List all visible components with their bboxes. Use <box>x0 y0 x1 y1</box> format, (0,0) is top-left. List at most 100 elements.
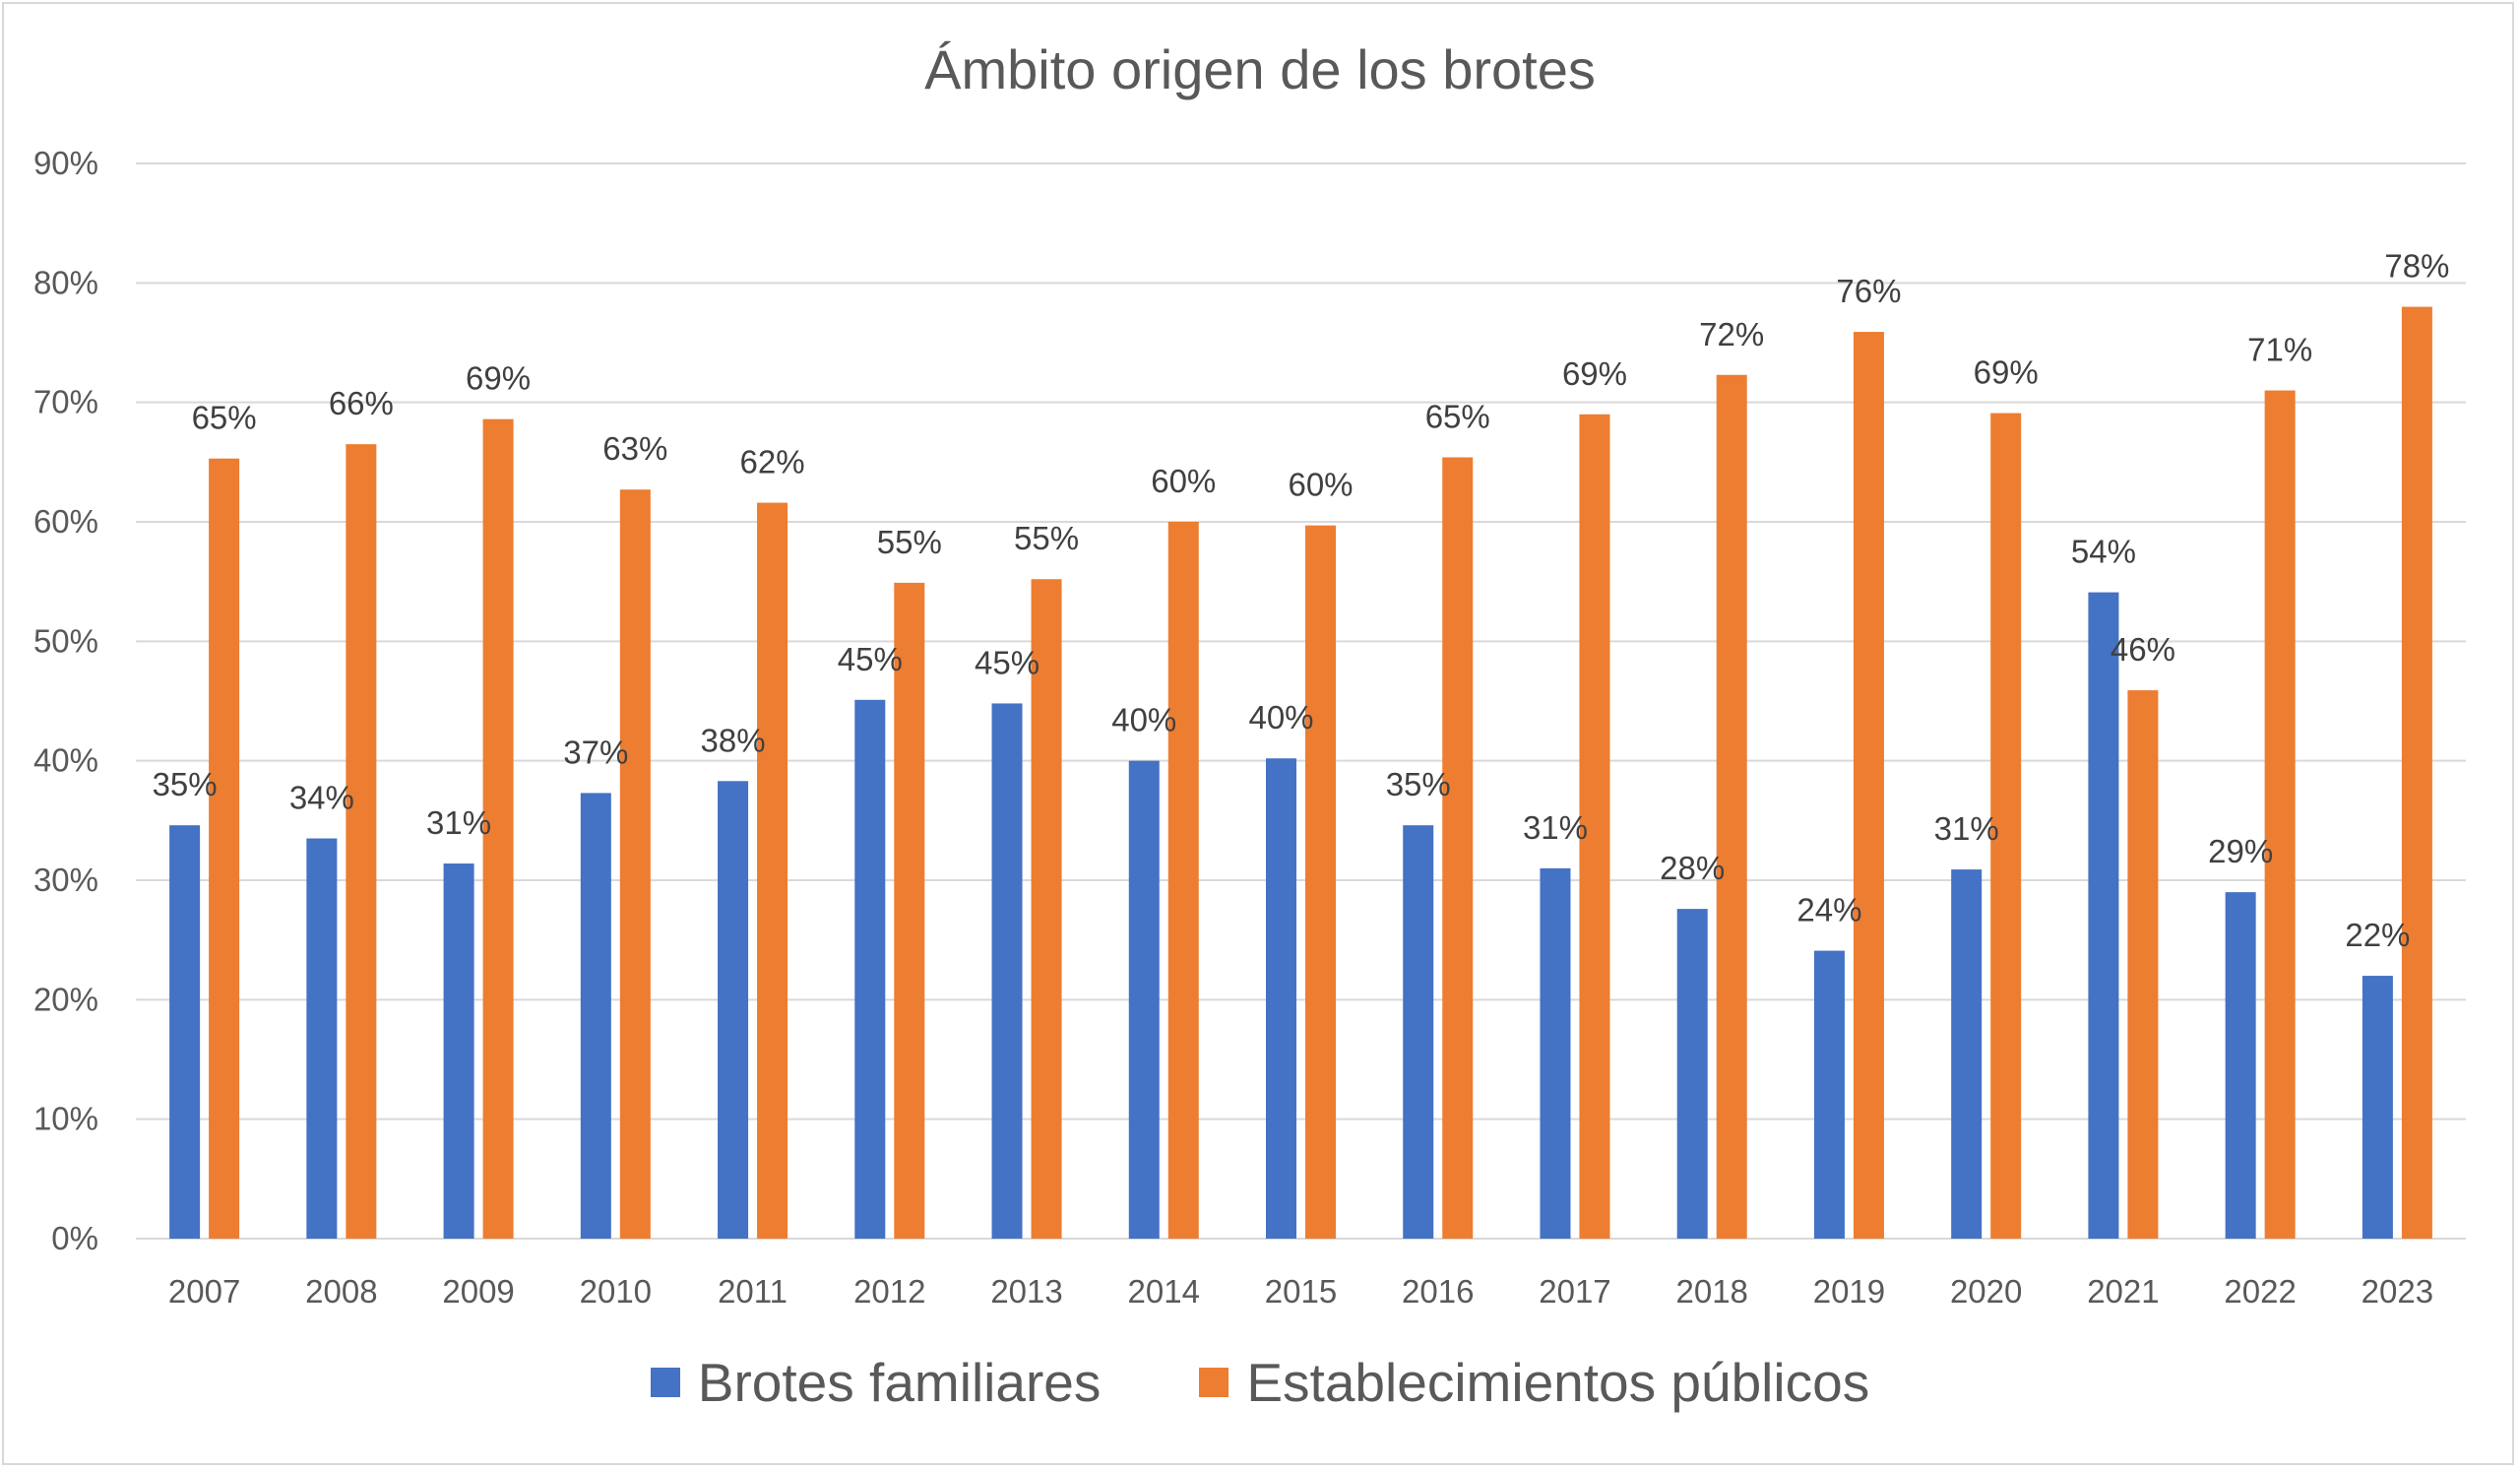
data-label: 29% <box>2208 833 2273 869</box>
y-tick-label: 0% <box>51 1220 98 1256</box>
x-tick-label: 2018 <box>1675 1273 1747 1310</box>
legend: Brotes familiares Establecimientos públi… <box>0 1351 2520 1414</box>
data-label: 72% <box>1699 316 1764 352</box>
data-label: 76% <box>1836 273 1901 309</box>
bar-brotes-familiares-2010 <box>580 793 611 1239</box>
data-label: 35% <box>153 766 218 802</box>
bar-establecimientos-publicos-2011 <box>757 502 788 1239</box>
data-label: 45% <box>975 644 1040 680</box>
x-tick-label: 2010 <box>580 1273 652 1310</box>
data-label: 63% <box>602 430 667 467</box>
bar-establecimientos-publicos-2014 <box>1167 522 1199 1239</box>
legend-swatch-establecimientos-publicos <box>1199 1368 1229 1397</box>
y-tick-label: 20% <box>33 981 98 1017</box>
bar-establecimientos-publicos-2012 <box>894 582 925 1239</box>
bar-brotes-familiares-2015 <box>1266 758 1296 1239</box>
data-label: 35% <box>1386 766 1451 802</box>
data-label: 38% <box>701 722 766 758</box>
data-labels: 35% 65% 34% 66% 31% 69% 37% 63% 38% 62% 45% 55% 45% 5… <box>153 248 2450 953</box>
y-tick-label: 80% <box>33 264 98 300</box>
bar-establecimientos-publicos-2008 <box>346 444 377 1240</box>
bar-brotes-familiares-2008 <box>306 838 338 1239</box>
y-axis-tick-labels: 0% 10% 20% 30% 40% 50% 60% 70% 80% 90% <box>33 145 98 1256</box>
x-tick-label: 2016 <box>1402 1273 1474 1310</box>
data-label: 22% <box>2345 917 2410 953</box>
bar-establecimientos-publicos-2013 <box>1031 579 1062 1239</box>
x-tick-label: 2012 <box>853 1273 925 1310</box>
x-tick-label: 2023 <box>2362 1273 2433 1310</box>
data-label: 34% <box>289 780 354 816</box>
x-tick-label: 2009 <box>442 1273 514 1310</box>
data-label: 55% <box>877 524 942 560</box>
y-tick-label: 10% <box>33 1101 98 1137</box>
bar-brotes-familiares-2018 <box>1676 909 1708 1239</box>
data-label: 60% <box>1151 463 1216 499</box>
data-label: 24% <box>1796 892 1861 928</box>
data-label: 65% <box>1425 398 1490 434</box>
x-tick-label: 2014 <box>1128 1273 1200 1310</box>
x-tick-label: 2022 <box>2224 1273 2296 1310</box>
data-label: 55% <box>1014 520 1079 556</box>
data-label: 69% <box>1974 354 2039 391</box>
y-tick-label: 60% <box>33 503 98 540</box>
data-label: 66% <box>329 385 394 421</box>
x-axis-tick-labels: 2007 2008 2009 2010 2011 2012 2013 2014 2015 2016… <box>168 1273 2433 1310</box>
bar-establecimientos-publicos-2019 <box>1853 332 1884 1240</box>
x-tick-label: 2021 <box>2087 1273 2159 1310</box>
y-tick-label: 40% <box>33 742 98 779</box>
bar-establecimientos-publicos-2016 <box>1442 457 1474 1240</box>
x-tick-label: 2013 <box>990 1273 1062 1310</box>
x-tick-label: 2017 <box>1539 1273 1610 1310</box>
x-tick-label: 2020 <box>1950 1273 2022 1310</box>
y-tick-label: 90% <box>33 145 98 181</box>
bar-establecimientos-publicos-2015 <box>1305 525 1336 1239</box>
data-label: 54% <box>2071 534 2136 570</box>
bar-establecimientos-publicos-2017 <box>1579 414 1610 1239</box>
bar-brotes-familiares-2012 <box>854 699 886 1239</box>
bar-brotes-familiares-2014 <box>1128 760 1160 1239</box>
bar-brotes-familiares-2020 <box>1951 869 1983 1239</box>
data-label: 40% <box>1248 699 1313 736</box>
data-label: 78% <box>2384 248 2449 285</box>
bar-establecimientos-publicos-2023 <box>2401 306 2432 1240</box>
data-label: 31% <box>426 804 491 841</box>
bar-establecimientos-publicos-2021 <box>2127 690 2159 1239</box>
data-label: 46% <box>2110 631 2175 668</box>
bar-establecimientos-publicos-2020 <box>1990 413 2022 1239</box>
data-label: 62% <box>740 444 805 480</box>
bar-brotes-familiares-2009 <box>443 863 474 1239</box>
legend-swatch-brotes-familiares <box>650 1368 680 1397</box>
bar-brotes-familiares-2007 <box>169 825 201 1239</box>
bars <box>169 306 2432 1240</box>
data-label: 69% <box>466 360 531 397</box>
bar-brotes-familiares-2019 <box>1813 950 1845 1239</box>
bar-brotes-familiares-2016 <box>1403 825 1434 1239</box>
data-label: 45% <box>838 641 903 677</box>
data-label: 40% <box>1111 702 1176 738</box>
bar-establecimientos-publicos-2010 <box>619 489 651 1239</box>
data-label: 37% <box>563 734 628 770</box>
data-label: 69% <box>1562 355 1627 392</box>
gridlines <box>136 162 2466 1240</box>
bar-brotes-familiares-2021 <box>2088 592 2119 1239</box>
bar-establecimientos-publicos-2007 <box>209 458 240 1239</box>
bar-establecimientos-publicos-2018 <box>1716 374 1747 1239</box>
legend-item-establecimientos-publicos: Establecimientos públicos <box>1199 1351 1869 1414</box>
y-tick-label: 50% <box>33 622 98 659</box>
bar-establecimientos-publicos-2022 <box>2264 390 2296 1239</box>
data-label: 31% <box>1523 809 1588 846</box>
legend-label-establecimientos-publicos: Establecimientos públicos <box>1246 1352 1870 1413</box>
chart-title: Ámbito origen de los brotes <box>924 38 1596 100</box>
bar-brotes-familiares-2013 <box>991 703 1023 1239</box>
data-label: 28% <box>1660 850 1725 886</box>
legend-item-brotes-familiares: Brotes familiares <box>650 1351 1102 1414</box>
data-label: 65% <box>192 400 257 436</box>
bar-brotes-familiares-2017 <box>1540 867 1571 1239</box>
x-tick-label: 2015 <box>1265 1273 1337 1310</box>
data-label: 31% <box>1934 810 1999 847</box>
x-tick-label: 2007 <box>168 1273 240 1310</box>
legend-label-brotes-familiares: Brotes familiares <box>697 1352 1102 1413</box>
bar-brotes-familiares-2023 <box>2362 976 2393 1239</box>
y-tick-label: 30% <box>33 862 98 898</box>
